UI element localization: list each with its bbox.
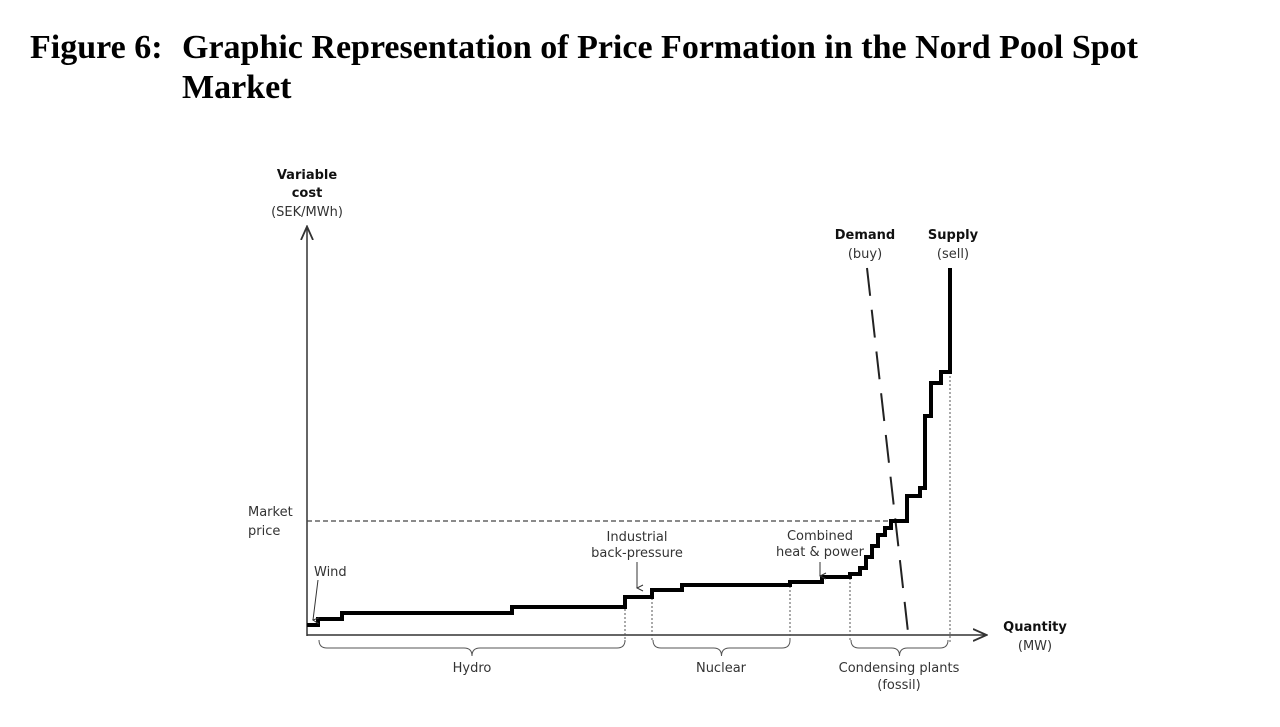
group-braces xyxy=(318,639,949,657)
industrial-label-2: back-pressure xyxy=(591,546,683,561)
segment-guides xyxy=(624,372,951,642)
supply-label: Supply xyxy=(928,228,979,243)
demand-curve xyxy=(866,267,909,633)
group-brace xyxy=(850,639,949,657)
supply-curve xyxy=(307,268,952,627)
nuclear-label: Nuclear xyxy=(696,661,747,676)
wind-arrow xyxy=(313,579,318,620)
y-axis-label-2: cost xyxy=(292,186,323,201)
market-price-label: Market xyxy=(248,505,293,520)
figure-number: Figure 6: xyxy=(30,29,163,66)
y-axis-unit: (SEK/MWh) xyxy=(271,205,343,220)
demand-label: Demand xyxy=(835,228,896,243)
title-line-2: Market xyxy=(182,69,292,106)
title-line-1: Graphic Representation of Price Formatio… xyxy=(182,29,1139,66)
group-brace xyxy=(652,639,791,657)
group-brace xyxy=(318,639,626,657)
wind-label: Wind xyxy=(314,565,347,580)
x-axis-unit: (MW) xyxy=(1018,639,1052,654)
x-axis-label: Quantity xyxy=(1003,620,1067,635)
y-axis-label: Variable xyxy=(277,168,338,183)
industrial-label: Industrial xyxy=(607,530,668,545)
figure-title: Figure 6: Graphic Representation of Price… xyxy=(30,28,1138,108)
chp-label-2: heat & power xyxy=(776,545,865,560)
condensing-label: Condensing plants xyxy=(839,661,960,676)
supply-sub: (sell) xyxy=(937,247,969,262)
chp-label: Combined xyxy=(787,529,853,544)
market-price-label-2: price xyxy=(248,524,280,539)
demand-sub: (buy) xyxy=(848,247,882,262)
condensing-label-2: (fossil) xyxy=(877,678,920,693)
hydro-label: Hydro xyxy=(453,661,492,676)
